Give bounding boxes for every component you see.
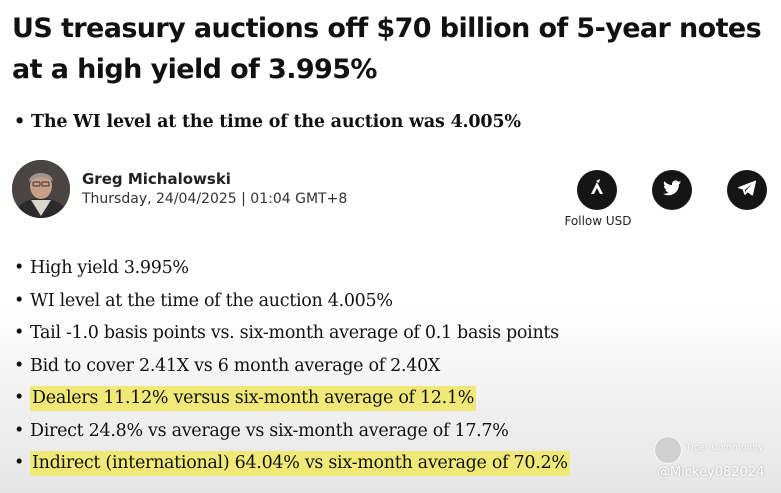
article-headline: US treasury auctions off $70 billion of …: [12, 13, 762, 85]
telegram-share-button[interactable]: [727, 170, 767, 210]
list-item: • Dealers 11.12% versus six-month average…: [14, 382, 570, 415]
twitter-share-button[interactable]: [652, 170, 692, 210]
author-avatar[interactable]: [12, 160, 70, 218]
list-item: • Tail -1.0 basis points vs. six-month av…: [14, 323, 559, 343]
publish-date: Thursday, 24/04/2025 | 01:04 GMT+8: [82, 191, 348, 207]
follow-label[interactable]: Follow USD: [564, 214, 632, 228]
bullet-text: High yield 3.995%: [30, 258, 189, 278]
highlighted-bullet-text: Indirect (international) 64.04% vs six-m…: [30, 451, 570, 476]
author-name[interactable]: Greg Michalowski: [82, 170, 231, 188]
auction-details-list: • High yield 3.995% • WI level at the time…: [14, 252, 570, 480]
list-item: • High yield 3.995%: [14, 258, 189, 278]
bullet-text: Direct 24.8% vs average vs six-month ave…: [30, 420, 509, 441]
subpoint: • The WI level at the time of the auction…: [14, 112, 521, 132]
telegram-icon: [736, 177, 758, 203]
watermark-brand: Tiger Community: [686, 443, 764, 453]
follow-icon: [586, 177, 608, 203]
list-item: • WI level at the time of the auction 4.0…: [14, 290, 393, 311]
twitter-icon: [661, 177, 683, 203]
follow-button[interactable]: [577, 170, 617, 210]
list-item: • Direct 24.8% vs average vs six-month av…: [14, 420, 509, 441]
list-item: • Indirect (international) 64.04% vs six-…: [14, 447, 570, 480]
bullet-text: Tail -1.0 basis points vs. six-month ave…: [30, 323, 559, 343]
bullet-dot: •: [14, 112, 25, 132]
subpoint-text: The WI level at the time of the auction …: [31, 112, 521, 132]
bullet-text: Bid to cover 2.41X vs 6 month average of…: [30, 355, 441, 376]
tiger-logo-icon: [654, 436, 682, 464]
watermark-handle: @Mickey082024: [657, 465, 765, 480]
list-item: • Bid to cover 2.41X vs 6 month average o…: [14, 355, 441, 376]
highlighted-bullet-text: Dealers 11.12% versus six-month average …: [30, 386, 477, 411]
bullet-text: WI level at the time of the auction 4.00…: [30, 290, 393, 311]
